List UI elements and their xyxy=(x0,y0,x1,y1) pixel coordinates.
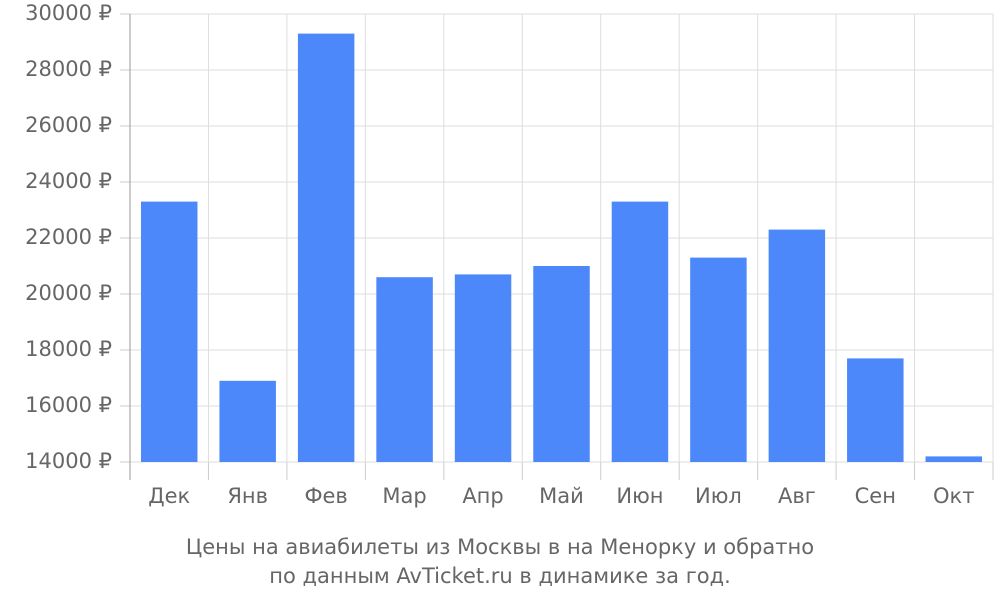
bar xyxy=(611,201,669,462)
x-tick-label: Май xyxy=(539,484,584,508)
x-tick-label: Мар xyxy=(382,484,426,508)
bar xyxy=(533,266,590,462)
x-tick-label: Янв xyxy=(227,484,268,508)
bar xyxy=(847,358,904,462)
x-tick-label: Авг xyxy=(778,484,816,508)
x-tick-label: Окт xyxy=(933,484,974,508)
bar xyxy=(690,257,747,462)
bar xyxy=(140,201,198,462)
y-tick-label: 26000 ₽ xyxy=(25,113,112,137)
y-tick-label: 24000 ₽ xyxy=(25,169,112,193)
x-tick-label: Июн xyxy=(616,484,663,508)
bar xyxy=(454,274,512,462)
bar xyxy=(376,277,433,462)
y-tick-label: 20000 ₽ xyxy=(25,281,112,305)
x-tick-label: Дек xyxy=(148,484,190,508)
bar xyxy=(219,380,276,462)
x-tick-label: Фев xyxy=(304,484,347,508)
y-tick-label: 18000 ₽ xyxy=(25,337,112,361)
y-tick-label: 14000 ₽ xyxy=(25,449,112,473)
chart-title: по данным AvTicket.ru в динамике за год. xyxy=(269,564,731,588)
y-tick-label: 16000 ₽ xyxy=(25,393,112,417)
x-tick-label: Сен xyxy=(855,484,896,508)
x-tick-label: Июл xyxy=(695,484,742,508)
bar xyxy=(768,229,826,462)
x-tick-label: Апр xyxy=(462,484,503,508)
y-tick-label: 22000 ₽ xyxy=(25,225,112,249)
bar xyxy=(925,456,983,462)
y-tick-label: 30000 ₽ xyxy=(25,1,112,25)
y-tick-label: 28000 ₽ xyxy=(25,57,112,81)
bar xyxy=(297,33,355,462)
chart-title: Цены на авиабилеты из Москвы в на Менорк… xyxy=(186,535,814,559)
